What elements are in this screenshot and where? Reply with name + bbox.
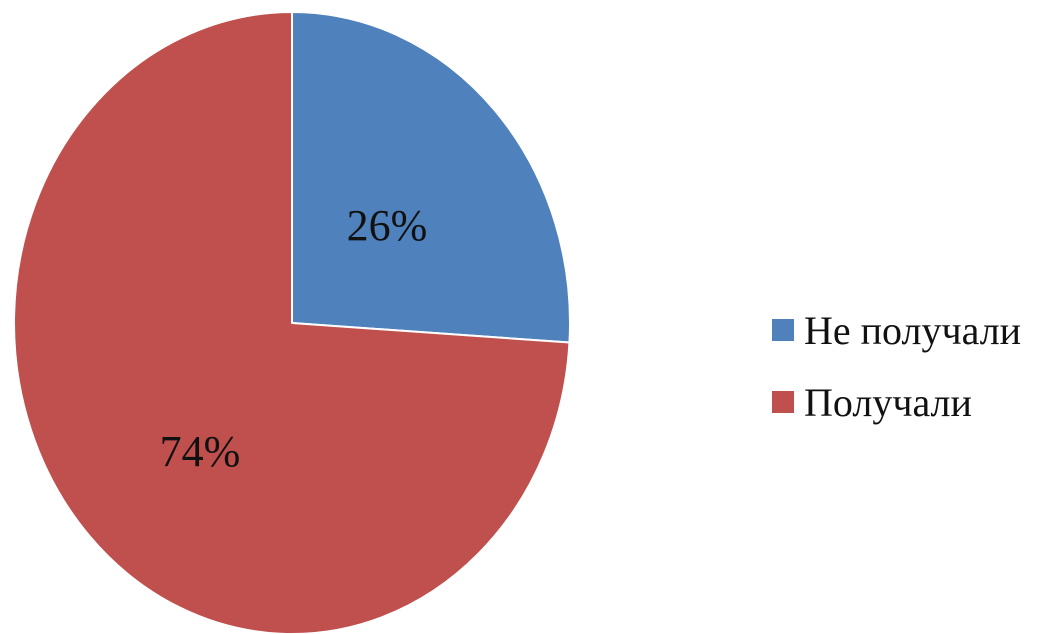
data-label-poluchali: 74% [160, 427, 241, 476]
pie-slice-poluchali [13, 11, 571, 634]
legend-label-poluchali: Получали [804, 379, 972, 425]
legend-swatch-poluchali [772, 391, 794, 413]
pie-slice-ne-poluchali [291, 11, 571, 344]
legend-item-poluchali: Получали [772, 374, 1057, 430]
legend-label-ne-poluchali: Не получали [804, 307, 1022, 353]
legend-item-ne-poluchali: Не получали [772, 302, 1057, 358]
legend-swatch-ne-poluchali [772, 319, 794, 341]
data-label-ne-poluchali: 26% [347, 201, 428, 250]
legend: Не получали Получали [772, 302, 1057, 446]
